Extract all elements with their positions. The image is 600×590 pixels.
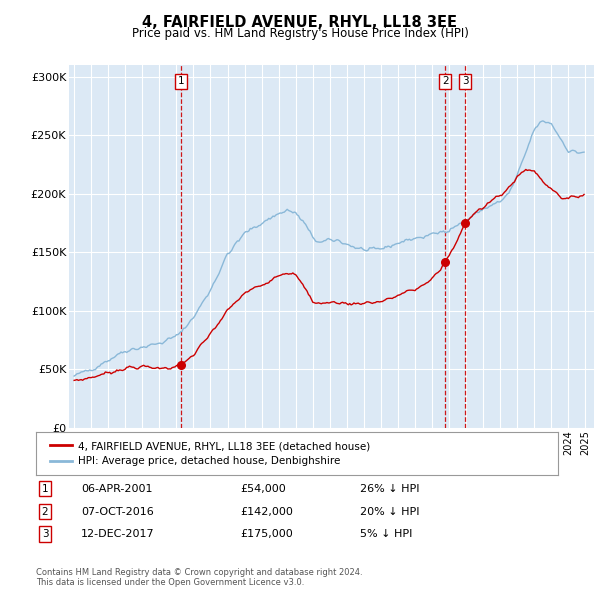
Text: 3: 3 (41, 529, 49, 539)
Text: 2: 2 (41, 507, 49, 516)
Text: Price paid vs. HM Land Registry's House Price Index (HPI): Price paid vs. HM Land Registry's House … (131, 27, 469, 40)
Text: 4, FAIRFIELD AVENUE, RHYL, LL18 3EE: 4, FAIRFIELD AVENUE, RHYL, LL18 3EE (143, 15, 458, 30)
Text: 3: 3 (462, 76, 469, 86)
Text: 2: 2 (442, 76, 449, 86)
Text: 1: 1 (41, 484, 49, 493)
Text: £175,000: £175,000 (240, 529, 293, 539)
Text: 5% ↓ HPI: 5% ↓ HPI (360, 529, 412, 539)
Legend: 4, FAIRFIELD AVENUE, RHYL, LL18 3EE (detached house), HPI: Average price, detach: 4, FAIRFIELD AVENUE, RHYL, LL18 3EE (det… (46, 438, 373, 470)
Text: £54,000: £54,000 (240, 484, 286, 493)
Text: 07-OCT-2016: 07-OCT-2016 (81, 507, 154, 516)
Text: Contains HM Land Registry data © Crown copyright and database right 2024.
This d: Contains HM Land Registry data © Crown c… (36, 568, 362, 587)
Text: 06-APR-2001: 06-APR-2001 (81, 484, 152, 493)
Text: 12-DEC-2017: 12-DEC-2017 (81, 529, 155, 539)
Text: 26% ↓ HPI: 26% ↓ HPI (360, 484, 419, 493)
Text: £142,000: £142,000 (240, 507, 293, 516)
Text: 1: 1 (178, 76, 184, 86)
Text: 20% ↓ HPI: 20% ↓ HPI (360, 507, 419, 516)
